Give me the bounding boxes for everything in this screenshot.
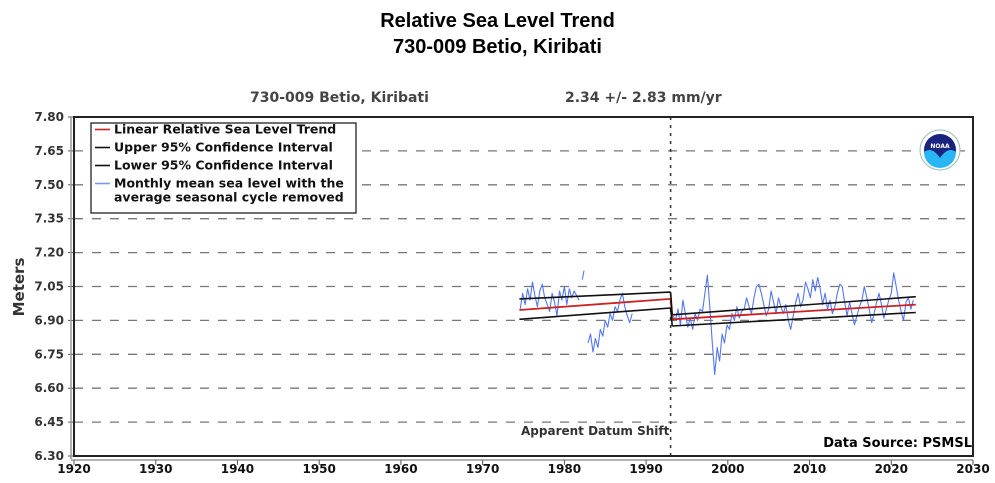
- y-tick-label: 7.50: [34, 178, 64, 192]
- x-tick-label: 1970: [466, 462, 499, 476]
- y-tick-label: 6.45: [34, 415, 64, 429]
- lower-ci-line-shift: [669, 307, 674, 327]
- y-tick-label: 6.30: [34, 449, 64, 463]
- legend-label: Upper 95% Confidence Interval: [114, 140, 333, 155]
- lower-ci-line: [519, 307, 671, 321]
- x-tick-label: 2030: [956, 462, 989, 476]
- header-trend: 2.34 +/- 2.83 mm/yr: [565, 90, 722, 106]
- y-tick-label: 7.80: [34, 110, 64, 124]
- data-source-label: Data Source: PSMSL: [823, 436, 972, 451]
- monthly-msl-line: [672, 272, 914, 376]
- trend-line: [672, 303, 916, 321]
- y-tick-label: 6.75: [34, 347, 64, 361]
- x-tick-label: 2000: [711, 462, 744, 476]
- x-tick-label: 2020: [875, 462, 908, 476]
- upper-ci-line: [519, 291, 671, 300]
- x-tick-label: 1950: [302, 462, 335, 476]
- legend-label: average seasonal cycle removed: [114, 190, 344, 205]
- x-tick-label: 2010: [793, 462, 826, 476]
- y-axis-label: Meters: [10, 258, 28, 317]
- y-tick-label: 6.60: [34, 381, 64, 395]
- legend-box: [90, 122, 357, 214]
- plot-frame: [73, 116, 974, 457]
- monthly-msl-line: [581, 270, 585, 280]
- chart-subtitle: 730-009 Betio, Kiribati: [393, 36, 602, 58]
- legend-label: Lower 95% Confidence Interval: [114, 158, 333, 173]
- x-tick-label: 1960: [384, 462, 417, 476]
- y-tick-label: 6.90: [34, 313, 64, 327]
- trend-line: [519, 298, 671, 311]
- upper-ci-line-shift: [669, 292, 674, 315]
- header-station: 730-009 Betio, Kiribati: [250, 90, 429, 106]
- lower-ci-line: [672, 311, 916, 327]
- chart-title: Relative Sea Level Trend: [380, 10, 615, 32]
- y-tick-label: 7.05: [34, 280, 64, 294]
- noaa-logo-wave: [924, 150, 956, 168]
- y-tick-label: 7.20: [34, 246, 64, 260]
- x-tick-label: 1990: [629, 462, 662, 476]
- x-tick-label: 1940: [221, 462, 254, 476]
- legend: Linear Relative Sea Level Trend Upper 95%…: [90, 122, 357, 214]
- legend-label: Linear Relative Sea Level Trend: [114, 122, 336, 137]
- monthly-msl-line: [519, 281, 580, 317]
- y-tick-label: 7.35: [34, 212, 64, 226]
- monthly-msl-line: [587, 292, 633, 353]
- legend-label: Monthly mean sea level with the: [114, 176, 344, 191]
- x-tick-label: 1930: [139, 462, 172, 476]
- x-tick-label: 1980: [548, 462, 581, 476]
- y-tick-label: 7.65: [34, 144, 64, 158]
- datum-shift-label: Apparent Datum Shift: [521, 424, 670, 438]
- noaa-logo-text: NOAA: [930, 143, 950, 150]
- noaa-logo: NOAA: [919, 129, 961, 171]
- x-tick-label: 1920: [57, 462, 90, 476]
- upper-ci-line: [672, 295, 916, 316]
